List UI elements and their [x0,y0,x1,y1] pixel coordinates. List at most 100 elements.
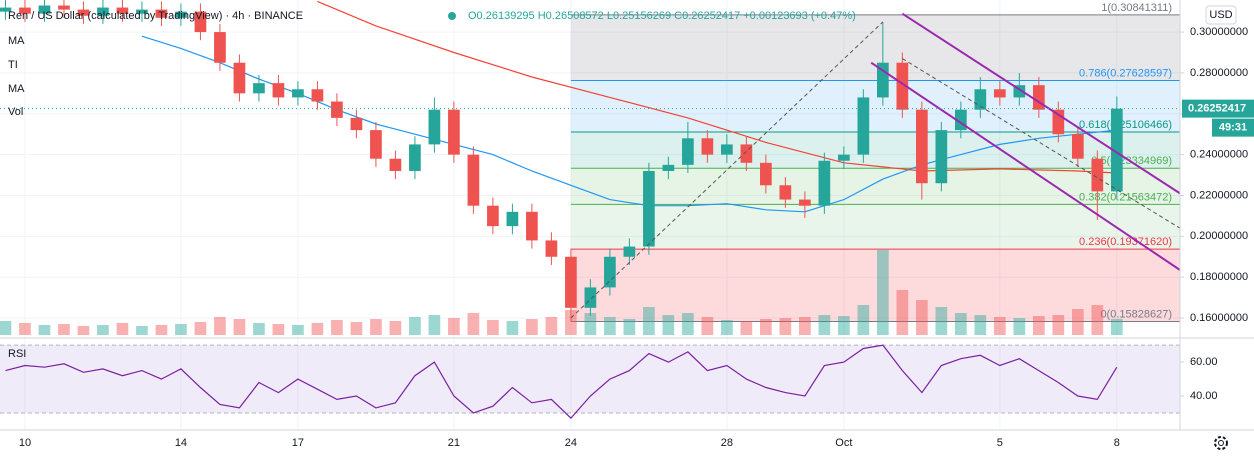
volume-bar [409,317,421,335]
y-tick-label: 0.20000000 [1190,230,1248,242]
candle-body [740,144,753,163]
trendline [902,58,1181,229]
volume-bar [136,326,148,335]
candle-body [253,83,265,94]
x-tick-label: 17 [292,437,304,449]
candle-body [370,130,382,159]
volume-bar [38,325,51,335]
y-tick-label: 40.00 [1190,390,1218,402]
volume-bar [19,323,31,335]
volume-bar [1032,316,1045,335]
volume-bar [311,323,324,335]
rsi-label[interactable]: RSI [8,348,26,360]
volume-bar [506,321,519,335]
volume-bar [760,319,772,335]
y-tick-label: 0.16000000 [1190,312,1248,324]
volume-bar [779,318,792,335]
fib-label: 0(0.15828627) [1100,308,1172,320]
candle-body [0,7,12,12]
fib-band [570,204,1180,250]
volume-bar [1110,319,1123,335]
fib-label: 1(0.30841311) [1101,2,1172,14]
last-price-label: 0.26252417 [1188,103,1246,115]
x-tick-label: Oct [835,437,852,449]
volume-bar [1052,315,1065,335]
candle-body [721,144,733,155]
indicator[interactable]: TI [8,59,18,71]
candle-body [1032,85,1045,110]
candle-body [272,83,285,98]
x-tick-label: 8 [1114,437,1120,449]
volume-bar [838,316,850,335]
volume-bar [233,319,246,335]
ohlc: O0.26139295 H0.26508572 L0.25156269 C0.2… [468,10,856,22]
volume-bar [740,321,753,335]
y-tick-label: 0.22000000 [1190,189,1248,201]
candle-body [838,154,850,161]
symbol-title: Ren / US Dollar (calculated by TradingVi… [8,10,303,22]
volume-bar [0,321,12,335]
candle-body [116,7,129,14]
candle-body [233,62,246,94]
volume-bar [721,320,733,335]
countdown-box [1212,118,1254,137]
candle-body [682,138,694,165]
candle-body [818,160,831,206]
candle-body [389,158,402,171]
fib-band [570,80,1180,133]
candle-body [974,89,987,110]
y-tick-label: 0.24000000 [1190,149,1248,161]
candle-body [175,11,187,18]
volume-bar [272,324,285,335]
indicator[interactable]: MA [8,35,25,47]
candle-body [643,170,655,247]
moving-average [317,0,1117,174]
currency-box[interactable] [1205,5,1237,25]
candle-body [604,256,616,288]
x-tick-label: 24 [565,437,577,449]
fib-band [570,14,1180,81]
fib-label: 0.236(0.19371620) [1079,236,1172,248]
candle-body [545,240,558,257]
volume-bar [214,317,226,335]
candle-body [662,164,675,171]
volume-bar [58,324,70,335]
indicator[interactable]: MA [8,83,25,95]
volume-bar [1013,318,1026,335]
volume-bar [974,315,987,335]
status-dot [448,12,456,20]
moving-average [141,35,1117,213]
fib-band [570,249,1180,322]
candle-body [331,101,343,118]
plot-area: 1(0.30841311) 0.786(0.27628597) 0.618(0.25… [0,0,1181,430]
candle-body [1091,158,1104,192]
currency: USD [1209,9,1232,21]
volume-bar [467,313,480,335]
settings-icon[interactable] [1214,436,1228,450]
y-tick-label: 0.30000000 [1190,26,1248,38]
volume-bar [701,317,714,335]
volume-bar [993,317,1006,335]
volume-bar [877,250,889,335]
candle-body [779,185,792,200]
candle-body [214,32,226,63]
indicator[interactable]: Vol [8,106,23,118]
volume-bar [77,326,90,335]
x-tick-label: 21 [448,437,460,449]
candle-body [565,256,577,308]
volume-bar [604,317,616,335]
volume-bar [1091,305,1104,335]
candle-body [506,211,519,227]
volume-bar [643,307,655,335]
candle-body [1052,109,1065,135]
y-tick-label: 0.28000000 [1190,67,1248,79]
volume-bar [487,320,499,335]
fib-band [570,132,1180,169]
y-tick-label: 60.00 [1190,356,1218,368]
volume-bar [331,320,343,335]
candle-body [526,211,538,241]
candle-body [409,144,421,171]
volume-bar [896,290,909,335]
candle-body [136,9,148,14]
